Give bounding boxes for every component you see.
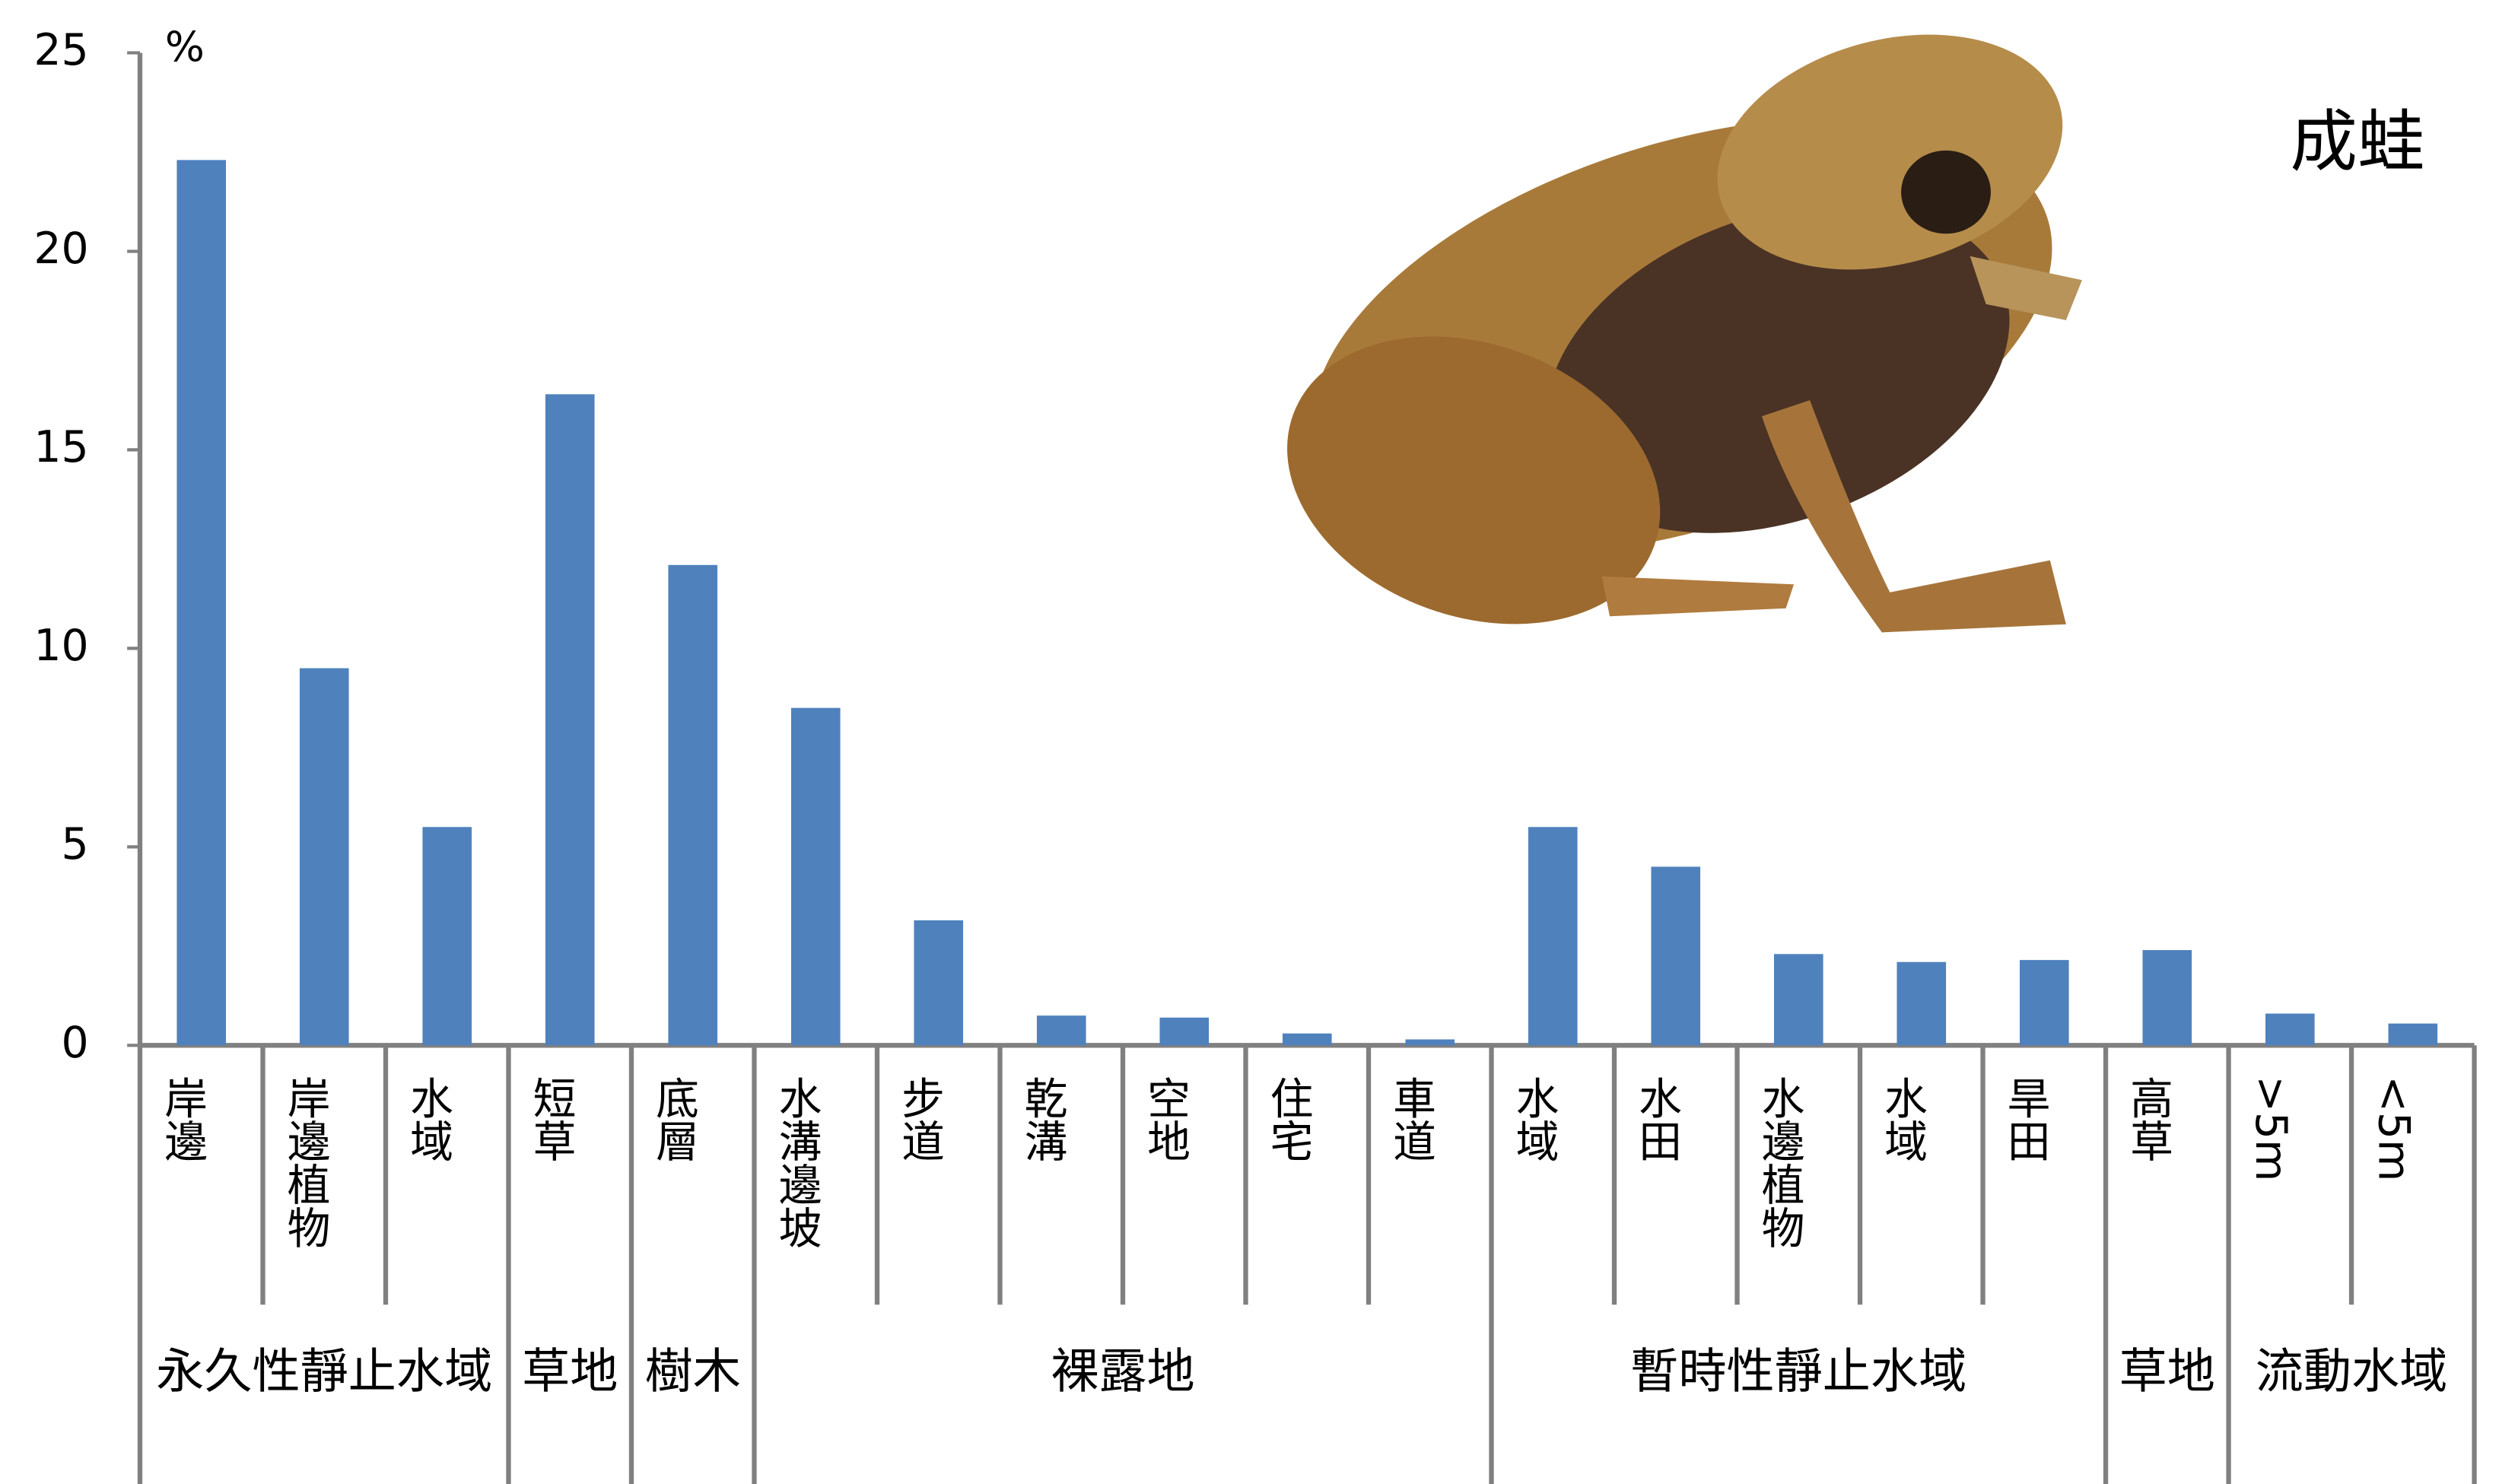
group-label-box: 裸露地 bbox=[1051, 1344, 1195, 1401]
frog-illustration bbox=[1287, 34, 2082, 633]
bar bbox=[1651, 866, 1701, 1046]
y-tick-label: 0 bbox=[61, 1018, 88, 1068]
group-label-box: 草地 bbox=[2119, 1344, 2215, 1401]
group-label: 草地 bbox=[522, 1344, 618, 1401]
group-label: 草地 bbox=[2119, 1344, 2215, 1401]
bar bbox=[1897, 961, 1947, 1046]
x-tick-label: 水田 bbox=[1632, 1076, 1682, 1162]
y-tick-label: 15 bbox=[33, 422, 88, 472]
bar bbox=[2388, 1023, 2438, 1046]
x-tick-label: >5m bbox=[2246, 1076, 2296, 1181]
bar bbox=[914, 920, 964, 1046]
bar bbox=[1528, 827, 1578, 1046]
x-tick-label: 短草 bbox=[526, 1076, 576, 1162]
x-tick-label: 水邊植物 bbox=[1754, 1076, 1804, 1248]
x-tick-label: 岸邊植物 bbox=[280, 1076, 330, 1248]
x-tick-label: 岸邊 bbox=[157, 1076, 207, 1162]
group-label-box: 草地 bbox=[522, 1344, 618, 1401]
group-label-box: 永久性靜止水域 bbox=[156, 1344, 493, 1401]
bar bbox=[2142, 950, 2192, 1046]
bar bbox=[1282, 1033, 1332, 1046]
x-tick-label: 水溝邊坡 bbox=[771, 1076, 822, 1248]
group-label: 樹木 bbox=[644, 1344, 741, 1401]
x-tick-label: 空地 bbox=[1140, 1076, 1191, 1162]
x-tick-label: 水域 bbox=[1877, 1076, 1928, 1162]
bar bbox=[422, 827, 472, 1046]
bar bbox=[2019, 960, 2069, 1046]
bar bbox=[1773, 954, 1823, 1046]
x-tick-label: 旱田 bbox=[2000, 1076, 2050, 1162]
bar bbox=[176, 160, 227, 1046]
group-label-box: 流動水域 bbox=[2255, 1344, 2448, 1401]
x-tick-label: 車道 bbox=[1386, 1076, 1436, 1162]
group-label-box: 樹木 bbox=[644, 1344, 741, 1401]
x-tick-label: 底層 bbox=[648, 1076, 698, 1162]
y-tick-label: 5 bbox=[61, 819, 88, 869]
x-tick-label: 水域 bbox=[402, 1076, 453, 1162]
x-tick-label: 高草 bbox=[2123, 1076, 2173, 1162]
bar bbox=[668, 564, 718, 1046]
group-label: 永久性靜止水域 bbox=[156, 1344, 493, 1401]
group-label: 裸露地 bbox=[1051, 1344, 1195, 1401]
x-tick-label: 住宅 bbox=[1263, 1076, 1313, 1162]
group-label: 暫時性靜止水域 bbox=[1630, 1344, 1967, 1401]
x-tick-label: 乾溝 bbox=[1017, 1076, 1067, 1162]
bar bbox=[1405, 1039, 1455, 1046]
x-tick-label: 步道 bbox=[895, 1076, 945, 1162]
group-label: 流動水域 bbox=[2255, 1344, 2448, 1401]
bar bbox=[1159, 1017, 1210, 1046]
y-tick-label: 10 bbox=[33, 621, 88, 671]
y-tick-label: 25 bbox=[33, 25, 88, 75]
bar bbox=[790, 707, 841, 1046]
x-tick-label: 水域 bbox=[1509, 1076, 1559, 1162]
bar bbox=[545, 394, 595, 1046]
x-tick-label: <5m bbox=[2369, 1076, 2419, 1181]
bar bbox=[1036, 1015, 1086, 1046]
bar bbox=[2265, 1013, 2315, 1046]
chart-title: 成蛙 bbox=[2291, 103, 2425, 181]
y-tick-label: 20 bbox=[33, 224, 88, 274]
y-axis-unit: % bbox=[165, 22, 205, 71]
plot-area: 0 5 10 15 20 25 岸邊 岸邊植物 水域永久性靜止水域 短草草地 底層樹木 水溝邊坡 步道乾… bbox=[33, 25, 2477, 1484]
bar bbox=[299, 668, 349, 1046]
group-label-box: 暫時性靜止水域 bbox=[1630, 1344, 1967, 1401]
